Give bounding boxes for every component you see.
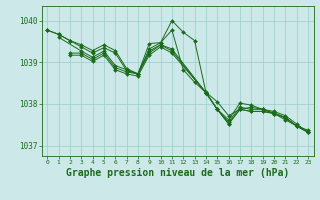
X-axis label: Graphe pression niveau de la mer (hPa): Graphe pression niveau de la mer (hPa) [66, 168, 289, 178]
